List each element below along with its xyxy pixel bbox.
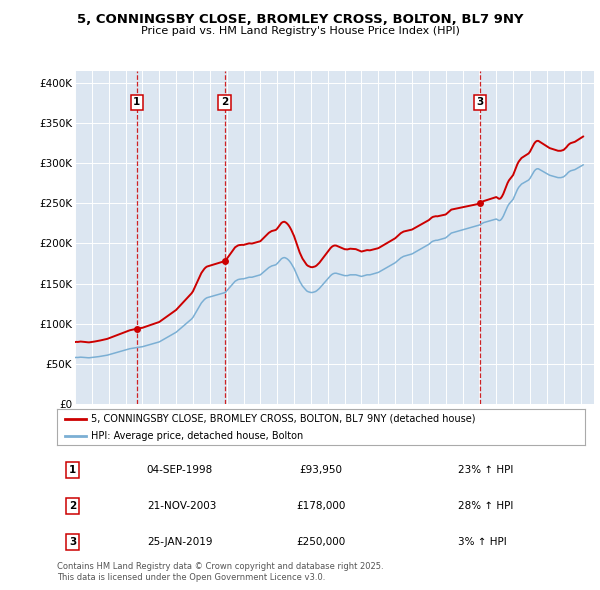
- Text: 3: 3: [476, 97, 484, 107]
- Text: 1: 1: [69, 466, 76, 475]
- Text: Contains HM Land Registry data © Crown copyright and database right 2025.
This d: Contains HM Land Registry data © Crown c…: [57, 562, 383, 582]
- Text: £93,950: £93,950: [299, 466, 343, 475]
- Text: 23% ↑ HPI: 23% ↑ HPI: [458, 466, 514, 475]
- Text: 3% ↑ HPI: 3% ↑ HPI: [458, 537, 507, 548]
- Text: 5, CONNINGSBY CLOSE, BROMLEY CROSS, BOLTON, BL7 9NY (detached house): 5, CONNINGSBY CLOSE, BROMLEY CROSS, BOLT…: [91, 414, 476, 424]
- Text: 3: 3: [69, 537, 76, 548]
- Text: 5, CONNINGSBY CLOSE, BROMLEY CROSS, BOLTON, BL7 9NY: 5, CONNINGSBY CLOSE, BROMLEY CROSS, BOLT…: [77, 13, 523, 26]
- Text: 28% ↑ HPI: 28% ↑ HPI: [458, 502, 514, 512]
- Text: 04-SEP-1998: 04-SEP-1998: [147, 466, 213, 475]
- Text: 2: 2: [69, 502, 76, 512]
- Text: £178,000: £178,000: [296, 502, 346, 512]
- Text: 25-JAN-2019: 25-JAN-2019: [147, 537, 212, 548]
- Text: 2: 2: [221, 97, 228, 107]
- Text: 21-NOV-2003: 21-NOV-2003: [147, 502, 216, 512]
- Text: Price paid vs. HM Land Registry's House Price Index (HPI): Price paid vs. HM Land Registry's House …: [140, 26, 460, 36]
- Text: 1: 1: [133, 97, 140, 107]
- Text: £250,000: £250,000: [296, 537, 346, 548]
- Text: HPI: Average price, detached house, Bolton: HPI: Average price, detached house, Bolt…: [91, 431, 304, 441]
